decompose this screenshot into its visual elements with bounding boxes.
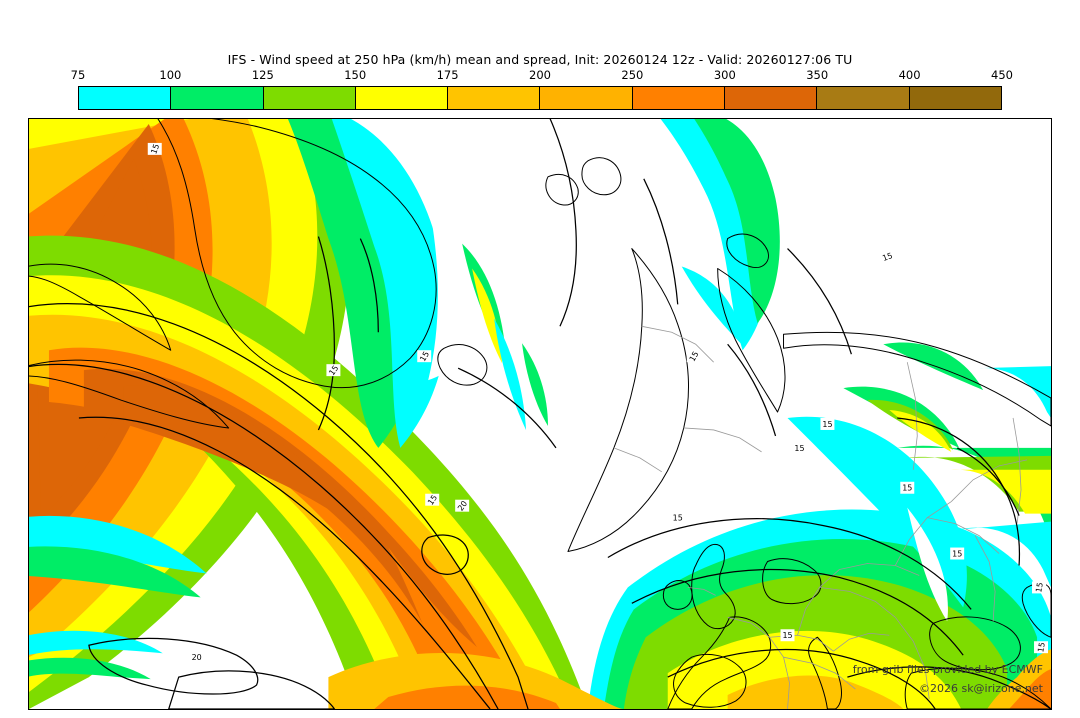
- contour-label-15: 15: [881, 251, 894, 263]
- colorbar-tick-300: 300: [713, 68, 736, 82]
- colorbar-segment-300-350: [725, 87, 818, 109]
- map-panel[interactable]: 15 15 15 20 15: [28, 118, 1052, 710]
- colorbar-tick-400: 400: [898, 68, 921, 82]
- colorbar-segment-100-125: [171, 87, 264, 109]
- data-source-attribution: from grib files provided by ECMWF: [852, 663, 1043, 676]
- colorbar-tick-250: 250: [621, 68, 644, 82]
- contour-label-15: 15: [673, 514, 683, 523]
- colorbar-segment-200-250: [540, 87, 633, 109]
- colorbar-tick-100: 100: [159, 68, 182, 82]
- contour-label-15: 15: [418, 350, 431, 363]
- contour-label-15: 15: [782, 631, 792, 640]
- colorbar-segment-75-100: [79, 87, 172, 109]
- contour-labels: 15 15 15 20 15: [147, 143, 1049, 664]
- country-borders: [613, 325, 1028, 709]
- colorbar-segment-175-200: [448, 87, 541, 109]
- page-title: IFS - Wind speed at 250 hPa (km/h) mean …: [227, 52, 853, 67]
- colorbar-tick-450: 450: [991, 68, 1013, 82]
- colorbar-segment-150-175: [355, 87, 449, 109]
- colorbar-tick-175: 175: [436, 68, 459, 82]
- colorbar-tick-150: 150: [344, 68, 367, 82]
- colorbar-tick-125: 125: [251, 68, 274, 82]
- colorbar-tick-75: 75: [70, 68, 86, 82]
- weather-map[interactable]: 15 15 15 20 15: [29, 119, 1051, 709]
- contour-label-15: 15: [822, 420, 832, 429]
- contour-label-15: 15: [1034, 582, 1045, 594]
- colorbar-tick-labels: 75 100 125 150 175 200 250 300 350 400 450: [71, 68, 1013, 84]
- colorbar-segment-125-150: [263, 87, 356, 109]
- colorbar-tick-200: 200: [529, 68, 551, 82]
- contour-label-15: 15: [952, 550, 962, 559]
- colorbar-segment-400-450: [909, 87, 1001, 109]
- colorbar-segment-250-300: [632, 87, 726, 109]
- contour-label-20: 20: [192, 653, 202, 662]
- contour-label-15: 15: [149, 143, 161, 156]
- colorbar-segment-350-400: [817, 87, 910, 109]
- colorbar-tick-350: 350: [806, 68, 829, 82]
- spread-contours: [29, 119, 1051, 709]
- colorbar: [78, 86, 1002, 110]
- copyright-attribution: ©2026 sk@irizone.net: [918, 682, 1043, 695]
- contour-label-15: 15: [902, 484, 912, 493]
- contour-label-15: 15: [794, 444, 804, 453]
- contour-label-15: 15: [688, 350, 701, 363]
- coastlines: [29, 119, 1051, 709]
- contour-label-15: 15: [1036, 642, 1047, 654]
- colorbar-gradient: [78, 86, 1002, 110]
